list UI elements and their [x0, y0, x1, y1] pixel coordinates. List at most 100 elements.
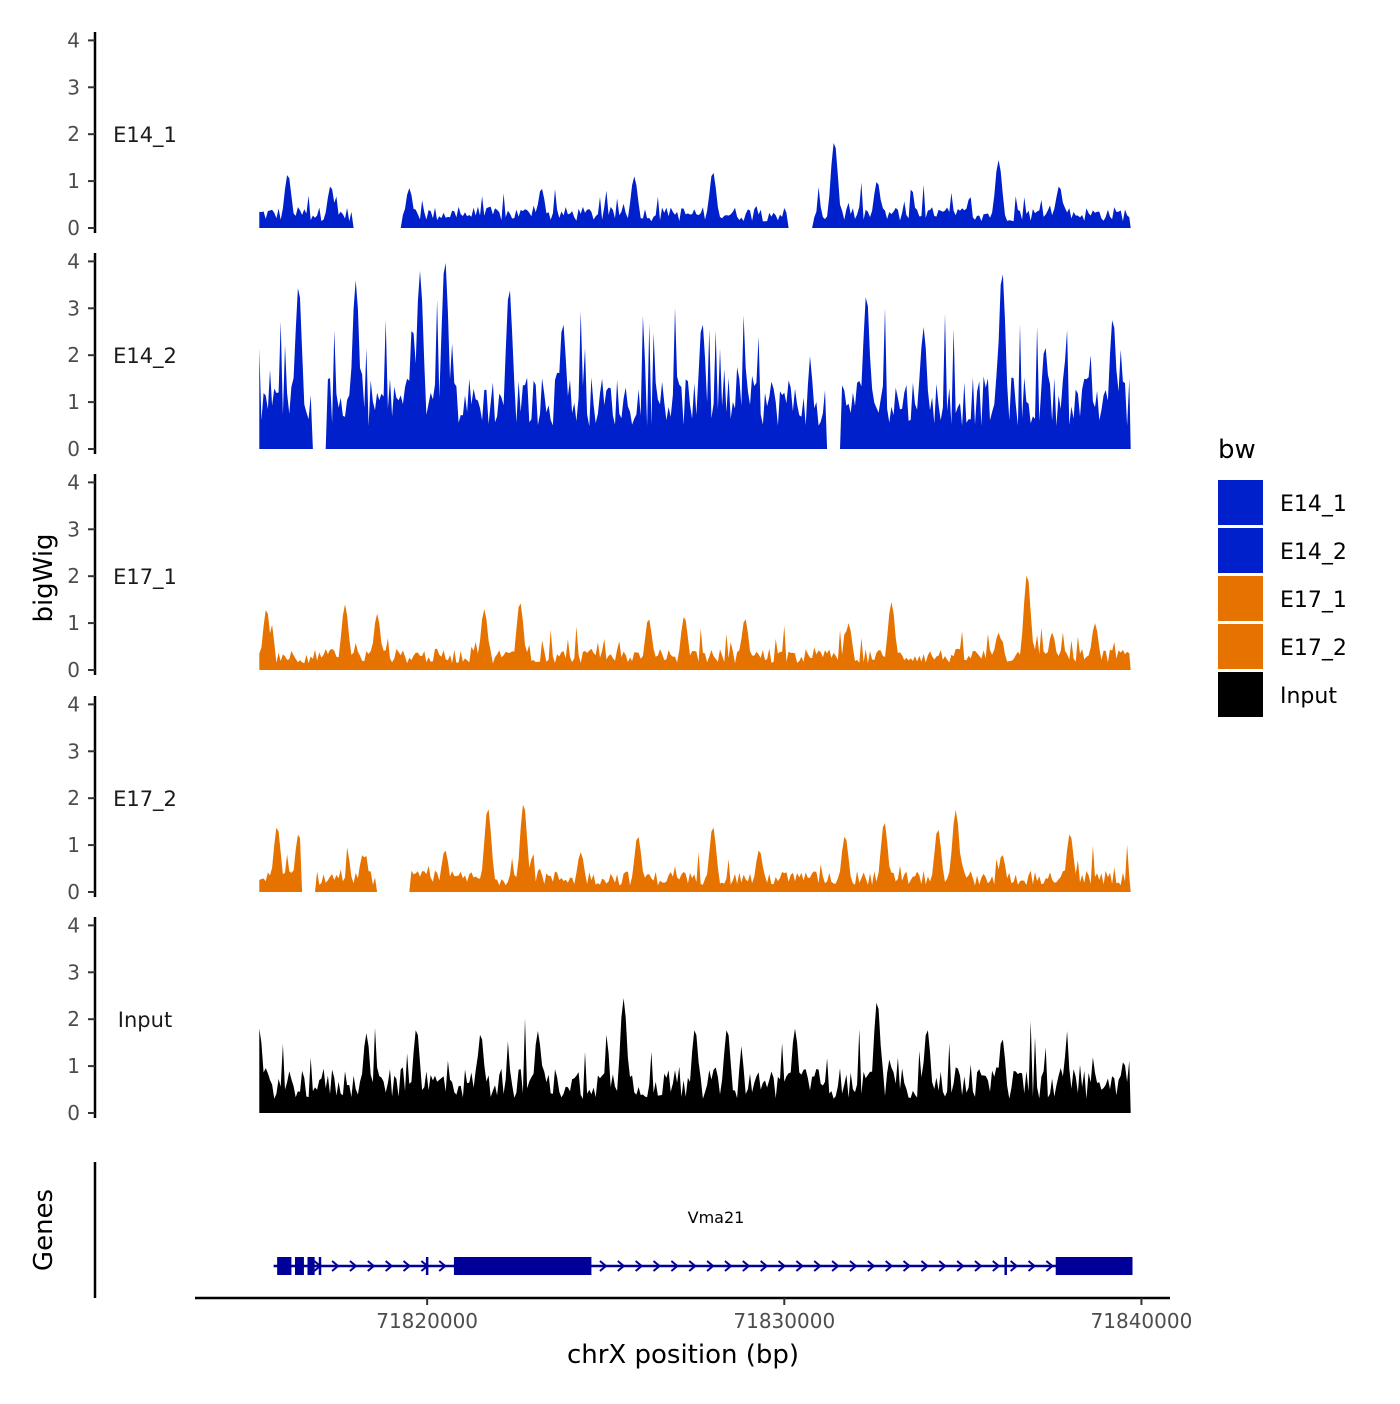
x-tick-label: 71840000: [1091, 1309, 1193, 1333]
strand-arrow: [385, 1260, 394, 1272]
strand-arrow: [688, 1260, 697, 1272]
x-axis-title: chrX position (bp): [567, 1340, 799, 1370]
y-tick-label: 0: [67, 658, 80, 682]
y-tick-label: 4: [67, 28, 80, 52]
y-tick-label: 3: [67, 296, 80, 320]
track-e14-1: 0 1 2 3 4 E14_1: [67, 28, 1131, 240]
x-tick-label: 71830000: [733, 1309, 835, 1333]
y-tick-label: 3: [67, 739, 80, 763]
legend: bw E14_1 E14_2 E17_1 E17_2 Input: [1218, 435, 1347, 717]
x-tick-label: 71820000: [376, 1309, 478, 1333]
strand-arrow: [760, 1260, 769, 1272]
track-label: E14_1: [113, 123, 177, 148]
y-tick-label: 4: [67, 913, 80, 937]
track-e17-2: 0 1 2 3 4 E17_2: [67, 692, 1131, 904]
gene-model: [273, 1257, 1133, 1275]
y-tick-label: 1: [67, 833, 80, 857]
y-tick-label: 0: [67, 437, 80, 461]
track-label: Input: [118, 1008, 172, 1032]
gene-name-label: Vma21: [688, 1208, 745, 1227]
strand-arrow: [742, 1260, 751, 1272]
y-tick-label: 4: [67, 692, 80, 716]
strand-arrow: [974, 1260, 983, 1272]
strand-arrow: [367, 1260, 376, 1272]
strand-arrow: [938, 1260, 947, 1272]
y-tick-label: 3: [67, 960, 80, 984]
coverage-tracks: 0 1 2 3 4 E14_1 0 1 2 3 4 E14_2 0 1 2 3 4 E17_1 0 1 2 3 4 E17_2…: [67, 28, 1131, 1125]
strand-arrow: [402, 1260, 412, 1272]
y-tick-label: 4: [67, 470, 80, 494]
legend-swatch: [1218, 624, 1263, 669]
gene-track-label: Genes: [29, 1189, 59, 1271]
y-tick-label: 2: [67, 786, 80, 810]
strand-arrow: [349, 1260, 358, 1272]
y-tick-label: 3: [67, 75, 80, 99]
legend-label: E14_1: [1280, 492, 1347, 517]
track-label: E17_1: [113, 565, 177, 590]
y-tick-label: 2: [67, 1007, 80, 1031]
x-axis: 71820000 71830000 71840000: [195, 1296, 1193, 1333]
legend-swatch: [1218, 576, 1263, 621]
gene-track: Genes Vma21: [29, 1162, 1133, 1298]
legend-label: E17_1: [1280, 588, 1347, 613]
track-e14-2: 0 1 2 3 4 E14_2: [67, 249, 1131, 461]
strand-arrow: [849, 1260, 858, 1272]
strand-arrow: [1027, 1260, 1037, 1272]
strand-arrow: [599, 1260, 608, 1272]
strand-arrow: [1045, 1260, 1054, 1272]
legend-label: E14_2: [1280, 540, 1347, 565]
track-label: E14_2: [113, 344, 177, 369]
coverage-area-e14-2: [259, 262, 1131, 449]
strand-arrow: [706, 1260, 715, 1272]
legend-swatch: [1218, 480, 1263, 525]
coverage-area-input: [259, 998, 1131, 1113]
strand-arrow: [635, 1260, 644, 1272]
y-tick-label: 2: [67, 564, 80, 588]
y-tick-label: 0: [67, 880, 80, 904]
y-tick-label: 3: [67, 517, 80, 541]
strand-arrow: [652, 1260, 662, 1272]
strand-arrow: [885, 1260, 894, 1272]
strand-arrow: [331, 1260, 340, 1272]
y-tick-label: 2: [67, 343, 80, 367]
y-tick-label: 1: [67, 1054, 80, 1078]
strand-arrow: [777, 1260, 787, 1272]
legend-swatch: [1218, 672, 1263, 717]
strand-arrow: [992, 1260, 1001, 1272]
gene-exon: [295, 1257, 304, 1275]
legend-title: bw: [1218, 435, 1256, 465]
gene-exon: [453, 1257, 592, 1275]
y-tick-label: 1: [67, 390, 80, 414]
strand-arrow: [724, 1260, 733, 1272]
y-axis-title: bigWig: [29, 533, 59, 622]
strand-arrow: [670, 1260, 679, 1272]
y-tick-label: 4: [67, 249, 80, 273]
y-tick-label: 1: [67, 611, 80, 635]
y-tick-label: 0: [67, 1101, 80, 1125]
legend-label: Input: [1280, 684, 1337, 709]
y-tick-label: 2: [67, 122, 80, 146]
legend-swatch: [1218, 528, 1263, 573]
gene-exon: [1055, 1257, 1133, 1275]
strand-arrow: [438, 1260, 447, 1272]
strand-arrow: [867, 1260, 876, 1272]
track-input: 0 1 2 3 4 Input: [67, 913, 1131, 1125]
y-tick-label: 0: [67, 216, 80, 240]
track-e17-1: 0 1 2 3 4 E17_1: [67, 470, 1131, 682]
coverage-area-e17-2: [259, 804, 1131, 892]
strand-arrow: [831, 1260, 840, 1272]
y-tick-label: 1: [67, 169, 80, 193]
legend-label: E17_2: [1280, 636, 1347, 661]
strand-arrow: [813, 1260, 822, 1272]
coverage-area-e17-1: [259, 575, 1131, 670]
strand-arrow: [1009, 1260, 1019, 1272]
strand-arrow: [617, 1260, 626, 1272]
track-label: E17_2: [113, 787, 177, 812]
strand-arrow: [902, 1260, 912, 1272]
strand-arrow: [795, 1260, 804, 1272]
strand-arrow: [956, 1260, 965, 1272]
gene-exon: [277, 1257, 292, 1275]
gene-exon: [307, 1257, 315, 1275]
